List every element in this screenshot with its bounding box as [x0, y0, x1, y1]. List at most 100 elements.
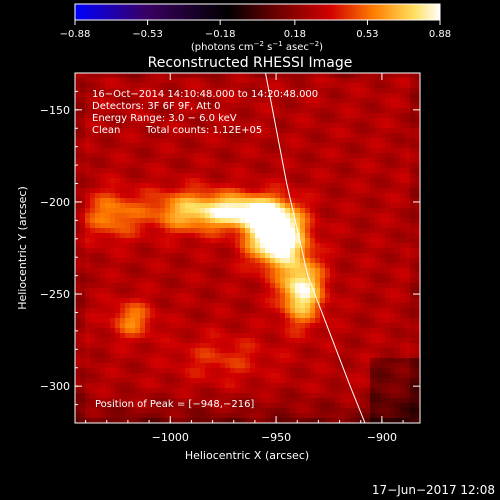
heatmap-cell	[270, 348, 276, 354]
heatmap-cell	[205, 143, 211, 149]
heatmap-cell	[240, 88, 246, 94]
heatmap-cell	[130, 288, 136, 294]
heatmap-cell	[235, 253, 241, 259]
heatmap-cell	[225, 113, 231, 119]
heatmap-cell	[130, 303, 136, 309]
heatmap-cell	[325, 113, 331, 119]
heatmap-cell	[365, 78, 371, 84]
heatmap-cell	[195, 83, 201, 89]
heatmap-cell	[380, 348, 386, 354]
heatmap-cell	[205, 363, 211, 369]
heatmap-cell	[155, 228, 161, 234]
heatmap-cell	[245, 308, 251, 314]
heatmap-cell	[100, 103, 106, 109]
heatmap-cell	[370, 198, 376, 204]
heatmap-cell	[275, 253, 281, 259]
heatmap-cell	[350, 348, 356, 354]
heatmap-cell	[85, 298, 91, 304]
heatmap-cell	[195, 248, 201, 254]
heatmap-cell	[310, 403, 316, 409]
heatmap-cell	[270, 238, 276, 244]
heatmap-cell	[415, 143, 420, 149]
heatmap-cell	[410, 83, 416, 89]
heatmap-cell	[170, 133, 176, 139]
heatmap-cell	[240, 293, 246, 299]
heatmap-cell	[140, 83, 146, 89]
heatmap-cell	[355, 133, 361, 139]
heatmap-cell	[225, 403, 231, 409]
heatmap-cell	[395, 338, 401, 344]
heatmap-cell	[155, 208, 161, 214]
heatmap-cell	[170, 308, 176, 314]
colorbar-ticks: −0.88 −0.53 −0.18 0.18 0.53 0.88	[60, 20, 451, 40]
heatmap-cell	[225, 108, 231, 114]
heatmap-cell	[240, 163, 246, 169]
heatmap-cell	[255, 333, 261, 339]
heatmap-cell	[115, 88, 121, 94]
heatmap-cell	[400, 333, 406, 339]
heatmap-cell	[280, 348, 286, 354]
heatmap-cell	[175, 368, 181, 374]
heatmap-cell	[115, 213, 121, 219]
heatmap-cell	[320, 153, 326, 159]
heatmap-cell	[360, 198, 366, 204]
heatmap-cell	[170, 233, 176, 239]
heatmap-cell	[165, 133, 171, 139]
heatmap-cell	[135, 253, 141, 259]
heatmap-cell	[290, 388, 296, 394]
heatmap-cell	[375, 363, 381, 369]
heatmap-cell	[185, 188, 191, 194]
heatmap-cell	[350, 393, 356, 399]
heatmap-cell	[300, 293, 306, 299]
heatmap-cell	[230, 418, 236, 423]
heatmap-cell	[200, 143, 206, 149]
heatmap-cell	[255, 388, 261, 394]
heatmap-cell	[75, 113, 81, 119]
heatmap-cell	[395, 308, 401, 314]
heatmap-cell	[415, 358, 420, 364]
heatmap-cell	[105, 98, 111, 104]
heatmap-cell	[365, 133, 371, 139]
heatmap-cell	[400, 123, 406, 129]
heatmap-cell	[95, 348, 101, 354]
heatmap-cell	[250, 218, 256, 224]
heatmap-cell	[150, 408, 156, 414]
heatmap-cell	[310, 258, 316, 264]
heatmap-cell	[265, 118, 271, 124]
heatmap-cell	[80, 188, 86, 194]
heatmap-cell	[370, 188, 376, 194]
heatmap-cell	[270, 133, 276, 139]
heatmap-cell	[235, 263, 241, 269]
heatmap-cell	[280, 123, 286, 129]
heatmap-cell	[285, 383, 291, 389]
heatmap-cell	[140, 253, 146, 259]
heatmap-cell	[185, 413, 191, 419]
heatmap-cell	[255, 243, 261, 249]
heatmap-cell	[85, 93, 91, 99]
heatmap-cell	[90, 333, 96, 339]
heatmap-cell	[205, 403, 211, 409]
heatmap-cell	[235, 313, 241, 319]
heatmap-cell	[330, 308, 336, 314]
heatmap-cell	[135, 193, 141, 199]
heatmap-cell	[230, 283, 236, 289]
heatmap-cell	[145, 283, 151, 289]
heatmap-cell	[285, 388, 291, 394]
heatmap-cell	[145, 88, 151, 94]
heatmap-cell	[340, 148, 346, 154]
heatmap-cell	[315, 418, 321, 423]
heatmap-cell	[235, 108, 241, 114]
heatmap-cell	[300, 383, 306, 389]
heatmap-cell	[325, 358, 331, 364]
heatmap-cell	[200, 178, 206, 184]
heatmap-cell	[345, 193, 351, 199]
heatmap-cell	[400, 113, 406, 119]
heatmap-cell	[185, 178, 191, 184]
heatmap-cell	[355, 393, 361, 399]
heatmap-cell	[160, 128, 166, 134]
heatmap-cell	[150, 353, 156, 359]
heatmap-cell	[315, 118, 321, 124]
heatmap-cell	[275, 208, 281, 214]
heatmap-cell	[200, 388, 206, 394]
heatmap-cell	[360, 338, 366, 344]
